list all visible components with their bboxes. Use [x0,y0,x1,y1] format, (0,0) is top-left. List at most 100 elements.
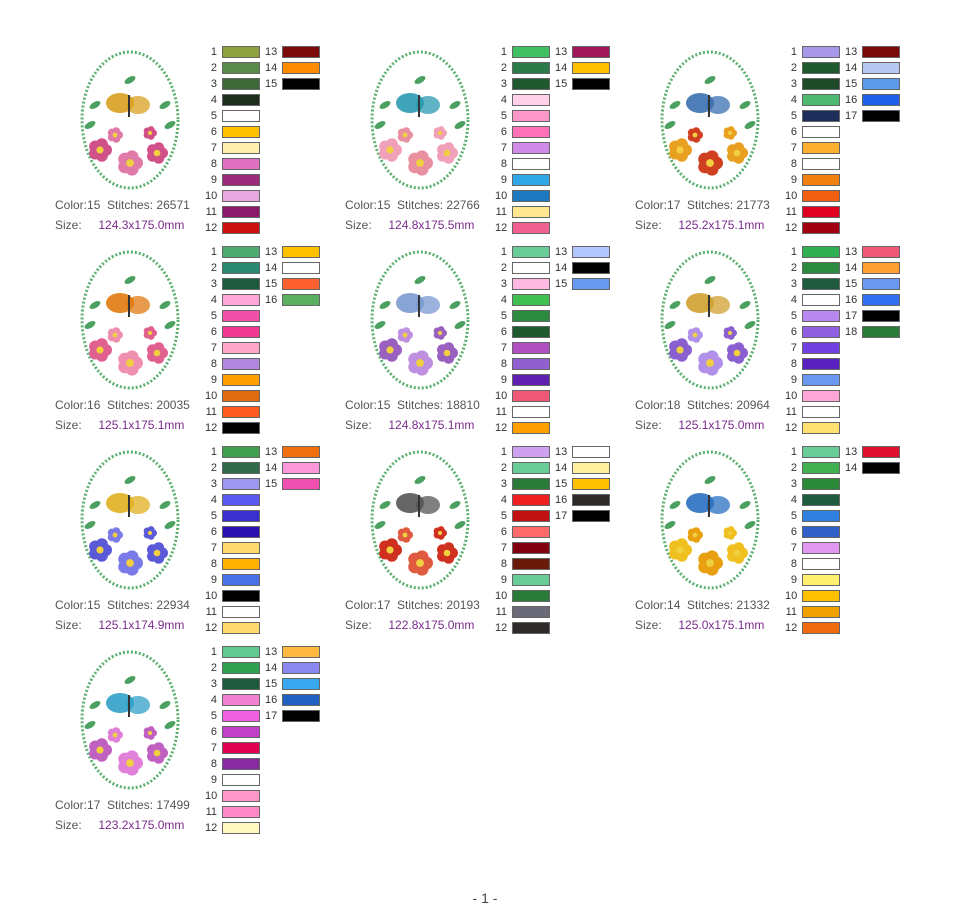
thread-color-swatch [512,374,550,386]
thread-index: 16 [265,694,278,706]
thread-color-swatch [512,526,550,538]
stitches-label: Stitches: [107,398,154,412]
page-number: - 1 - [472,890,498,906]
thread-index: 3 [500,78,507,90]
thread-index: 12 [205,622,218,634]
thread-index: 3 [790,278,797,290]
thread-color-swatch [222,46,260,58]
thread-index: 17 [845,310,858,322]
thread-color-swatch [512,390,550,402]
thread-color-swatch [512,262,550,274]
thread-index: 8 [500,558,507,570]
thread-color-swatch [802,206,840,218]
thread-index: 14 [555,262,568,274]
design-thumbnail [55,245,205,395]
thread-color-swatch [222,510,260,522]
color-count-line: Color:14 Stitches: 21332 [635,598,770,612]
thread-color-swatch [512,126,550,138]
thread-index: 10 [205,790,218,802]
thread-color-swatch [802,510,840,522]
thread-index: 10 [785,390,798,402]
thread-color-swatch [512,222,550,234]
thread-index: 6 [210,526,217,538]
thread-color-swatch [222,62,260,74]
thread-index: 17 [265,710,278,722]
thread-color-swatch [862,446,900,458]
color-count-line: Color:17 Stitches: 17499 [55,798,190,812]
thread-color-swatch [222,742,260,754]
color-label: Color: [345,598,378,612]
thread-index: 9 [500,574,507,586]
thread-index: 9 [790,574,797,586]
thread-color-swatch [512,206,550,218]
thread-color-swatch [222,174,260,186]
thread-color-swatch [282,278,320,290]
size-label: Size: [635,218,662,232]
thread-index: 2 [790,462,797,474]
thread-color-swatch [802,222,840,234]
thread-color-swatch [222,678,260,690]
color-count: 14 [667,598,681,612]
thread-color-swatch [222,126,260,138]
color-label: Color: [635,598,668,612]
stitches-label: Stitches: [107,798,154,812]
thread-index: 5 [500,110,507,122]
thread-index: 13 [555,246,568,258]
design-card: Color:17 Stitches: 17499 Size: 123.2x175.… [55,645,345,845]
thread-index: 9 [210,374,217,386]
embroidery-preview-image [80,50,180,190]
thread-index: 8 [210,758,217,770]
thread-color-swatch [222,590,260,602]
stitch-count: 26571 [156,198,190,212]
thread-index: 7 [210,142,217,154]
thread-color-swatch [512,358,550,370]
thread-color-swatch [222,662,260,674]
thread-color-swatch [512,542,550,554]
thread-color-swatch [222,190,260,202]
color-count: 17 [87,798,101,812]
thread-index: 7 [210,342,217,354]
design-thumbnail [635,45,785,195]
thread-index: 4 [790,94,797,106]
stitch-count: 22766 [446,198,480,212]
thread-color-swatch [222,158,260,170]
thread-color-swatch [512,494,550,506]
thread-index: 10 [495,590,508,602]
embroidery-preview-image [80,450,180,590]
thread-index: 4 [210,494,217,506]
thread-index: 15 [555,278,568,290]
color-count-line: Color:17 Stitches: 21773 [635,198,770,212]
thread-index: 16 [845,94,858,106]
thread-color-swatch [802,158,840,170]
thread-color-swatch [512,62,550,74]
thread-index: 11 [205,406,217,418]
thread-color-swatch [862,94,900,106]
thread-color-swatch [512,326,550,338]
thread-color-swatch [512,310,550,322]
thread-color-swatch [512,46,550,58]
thread-color-swatch [802,126,840,138]
thread-color-swatch [802,374,840,386]
thread-color-swatch [282,446,320,458]
thread-index: 6 [790,326,797,338]
color-label: Color: [55,598,88,612]
thread-index: 13 [845,46,858,58]
thread-color-swatch [802,174,840,186]
thread-index: 12 [495,622,508,634]
thread-color-swatch [222,206,260,218]
thread-index: 18 [845,326,858,338]
thread-color-swatch [572,262,610,274]
thread-index: 4 [500,494,507,506]
thread-color-swatch [222,222,260,234]
thread-color-swatch [222,390,260,402]
thread-index: 6 [500,126,507,138]
thread-index: 4 [500,94,507,106]
thread-index: 2 [210,662,217,674]
thread-color-swatch [222,758,260,770]
thread-color-swatch [222,494,260,506]
thread-index: 2 [500,262,507,274]
thread-index: 3 [500,278,507,290]
thread-color-swatch [802,542,840,554]
thread-color-swatch [802,606,840,618]
thread-color-swatch [512,174,550,186]
